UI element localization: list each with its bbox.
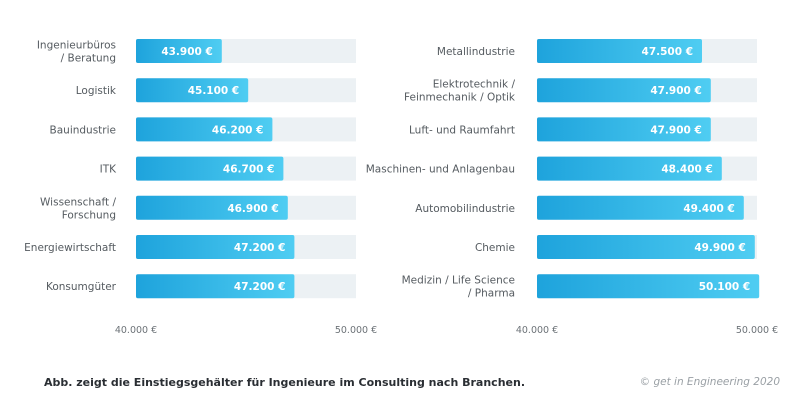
bar-value-label: 47.200 €	[234, 281, 285, 293]
bar	[537, 39, 702, 63]
category-label: Wissenschaft / Forschung	[40, 196, 116, 221]
chart-panel-1: 43.900 € Ingenieurbüros / Beratung 45.100 €…	[24, 39, 377, 336]
category-label: Konsumgüter	[46, 281, 117, 293]
category-label: Logistik	[76, 85, 117, 97]
x-tick-label: 50.000 €	[335, 325, 377, 336]
bar	[537, 156, 722, 181]
bar-value-label: 43.900 €	[161, 46, 212, 58]
bar	[537, 195, 744, 220]
copyright-credit: © get in Engineering 2020	[639, 376, 780, 388]
chart-caption: Abb. zeigt die Einstiegsgehälter für Ing…	[44, 376, 525, 389]
bar	[537, 235, 755, 259]
category-label: Medizin / Life Science / Pharma	[402, 275, 515, 300]
bar-value-label: 45.100 €	[188, 85, 239, 97]
bar-value-label: 46.200 €	[212, 124, 263, 136]
bar	[136, 117, 273, 142]
bar	[136, 274, 295, 299]
bar-value-label: 47.200 €	[234, 242, 285, 254]
bar	[537, 78, 711, 103]
category-label: Ingenieurbüros / Beratung	[37, 40, 116, 65]
bar-value-label: 46.700 €	[223, 164, 274, 176]
bar	[136, 156, 284, 181]
bar	[136, 195, 288, 220]
x-tick-label: 40.000 €	[115, 325, 157, 336]
category-label: Elektrotechnik / Feinmechanik / Optik	[404, 79, 516, 104]
bar-value-label: 48.400 €	[661, 164, 712, 176]
bar-value-label: 49.900 €	[694, 242, 745, 254]
category-label: Maschinen- und Anlagenbau	[366, 164, 515, 176]
category-label: Chemie	[475, 242, 515, 254]
bar-value-label: 50.100 €	[699, 281, 750, 293]
bar-value-label: 49.400 €	[683, 203, 734, 215]
bar-value-label: 47.900 €	[650, 124, 701, 136]
bar	[537, 117, 711, 142]
category-label: Automobilindustrie	[415, 203, 515, 215]
bar	[136, 78, 249, 103]
category-label: Bauindustrie	[50, 124, 116, 136]
category-label: Metallindustrie	[437, 46, 515, 58]
bar-value-label: 46.900 €	[227, 203, 278, 215]
bar	[136, 235, 295, 259]
category-label: Luft- und Raumfahrt	[409, 124, 515, 136]
chart-panel-2: 47.500 € Metallindustrie 47.900 € Elektrote…	[366, 39, 778, 336]
bar-value-label: 47.500 €	[642, 46, 693, 58]
bar	[537, 274, 760, 299]
x-tick-label: 40.000 €	[516, 325, 558, 336]
category-label: Energiewirtschaft	[24, 242, 116, 254]
bar-value-label: 47.900 €	[650, 85, 701, 97]
category-label: ITK	[100, 164, 118, 176]
bar	[136, 39, 222, 63]
x-tick-label: 50.000 €	[736, 325, 778, 336]
